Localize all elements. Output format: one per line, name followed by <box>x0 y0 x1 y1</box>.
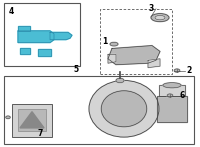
Bar <box>4 3 80 66</box>
Ellipse shape <box>174 69 180 72</box>
Ellipse shape <box>151 14 169 22</box>
Bar <box>18 26 30 31</box>
Text: 2: 2 <box>186 66 191 75</box>
Polygon shape <box>18 31 54 43</box>
Bar <box>100 9 172 74</box>
Text: 1: 1 <box>102 37 107 46</box>
Polygon shape <box>20 112 44 128</box>
Polygon shape <box>108 54 116 63</box>
Ellipse shape <box>110 42 118 46</box>
Bar <box>12 104 52 137</box>
Bar <box>157 96 187 122</box>
Bar <box>38 49 51 56</box>
Text: 5: 5 <box>73 65 79 74</box>
Text: 3: 3 <box>149 4 154 13</box>
Bar <box>159 85 185 96</box>
Ellipse shape <box>163 83 181 88</box>
Bar <box>20 48 30 54</box>
Ellipse shape <box>6 116 10 119</box>
Ellipse shape <box>101 91 147 127</box>
Text: 7: 7 <box>37 128 43 138</box>
Polygon shape <box>148 59 160 68</box>
Bar <box>159 85 185 96</box>
Bar <box>18 109 46 131</box>
Text: 4: 4 <box>9 7 14 16</box>
Bar <box>20 48 30 54</box>
Ellipse shape <box>167 94 173 97</box>
Text: 6: 6 <box>179 91 185 100</box>
Polygon shape <box>50 32 72 40</box>
Bar <box>157 96 187 122</box>
Bar <box>18 26 30 31</box>
Bar <box>38 49 51 56</box>
Polygon shape <box>108 46 160 65</box>
Ellipse shape <box>89 81 159 137</box>
Ellipse shape <box>116 78 124 83</box>
Bar <box>4 76 194 144</box>
Ellipse shape <box>155 15 165 20</box>
